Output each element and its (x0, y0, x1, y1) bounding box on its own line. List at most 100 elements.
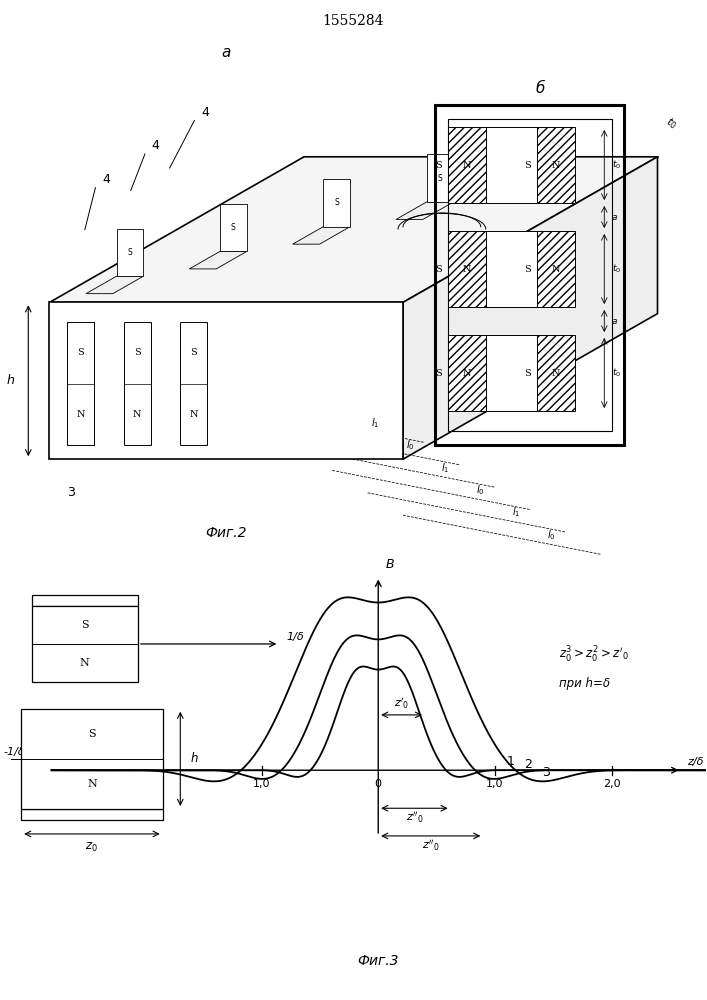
Polygon shape (426, 154, 453, 202)
Text: -1/δ: -1/δ (4, 747, 25, 757)
Bar (486, 231, 537, 307)
Bar (32, 606, 138, 682)
Text: $z^3_0 > z^2_0 > z'_0$: $z^3_0 > z^2_0 > z'_0$ (559, 645, 628, 665)
Text: $l_1$: $l_1$ (512, 506, 520, 519)
Text: N: N (189, 410, 198, 419)
Text: N: N (552, 264, 561, 273)
Bar (448, 127, 486, 203)
Polygon shape (49, 157, 658, 302)
Text: $z'_0$: $z'_0$ (394, 696, 409, 711)
Text: S: S (436, 264, 442, 273)
Text: N: N (463, 160, 472, 169)
Polygon shape (86, 276, 144, 294)
Bar (537, 335, 575, 411)
Text: 1555284: 1555284 (323, 14, 384, 28)
Text: S: S (525, 368, 531, 377)
Polygon shape (530, 130, 557, 177)
Text: 3: 3 (66, 486, 75, 499)
Text: а: а (221, 45, 231, 60)
Text: N: N (76, 410, 85, 419)
Text: $l_0$: $l_0$ (547, 528, 556, 542)
Polygon shape (499, 177, 557, 195)
Text: 1/δ: 1/δ (286, 632, 304, 642)
Text: S: S (438, 174, 443, 183)
Text: $l_1$: $l_1$ (441, 461, 450, 475)
Text: $t_0$: $t_0$ (612, 159, 621, 171)
Text: N: N (552, 368, 561, 377)
Text: S: S (77, 348, 84, 357)
Bar (21, 809, 163, 820)
Text: S: S (231, 223, 235, 232)
Text: 4: 4 (201, 105, 209, 118)
Text: 2: 2 (524, 758, 532, 771)
Text: 4: 4 (102, 173, 110, 186)
Text: при h=δ: при h=δ (559, 677, 609, 690)
Text: S: S (436, 368, 442, 377)
Text: h: h (191, 752, 199, 765)
Text: Фиг.3: Фиг.3 (358, 954, 399, 968)
Text: $l_1$: $l_1$ (370, 416, 379, 430)
Bar (486, 335, 537, 411)
Polygon shape (49, 302, 403, 459)
Bar (448, 231, 486, 307)
Text: N: N (133, 410, 141, 419)
Text: 4: 4 (151, 139, 160, 152)
Text: S: S (436, 160, 442, 169)
Text: h: h (6, 374, 15, 387)
Bar (436, 105, 624, 445)
Text: z/δ: z/δ (687, 757, 703, 767)
Text: 0': 0' (90, 632, 100, 642)
Bar (486, 127, 537, 203)
Bar (537, 231, 575, 307)
Polygon shape (323, 179, 350, 227)
Text: 2,0: 2,0 (136, 779, 153, 789)
Text: S: S (134, 348, 141, 357)
Text: 1,0: 1,0 (486, 779, 503, 789)
Text: N: N (463, 264, 472, 273)
Bar (21, 709, 163, 809)
Polygon shape (396, 202, 453, 219)
Polygon shape (220, 204, 247, 251)
Text: S: S (334, 198, 339, 207)
Text: б: б (536, 81, 545, 96)
Text: S: S (88, 729, 95, 739)
Polygon shape (189, 251, 247, 269)
Bar (448, 119, 612, 431)
Text: Фиг.2: Фиг.2 (206, 526, 247, 540)
Text: S: S (525, 160, 531, 169)
Bar (537, 127, 575, 203)
Text: $t_0$: $t_0$ (663, 114, 680, 132)
Text: B: B (385, 558, 394, 571)
Text: S: S (525, 264, 531, 273)
Text: N: N (552, 160, 561, 169)
Text: a: a (612, 213, 617, 222)
Polygon shape (293, 227, 350, 244)
Text: 1: 1 (506, 755, 514, 768)
Text: S: S (541, 149, 546, 158)
Text: $z''_0$: $z''_0$ (422, 838, 440, 853)
Text: S: S (127, 248, 132, 257)
Text: 0: 0 (375, 779, 382, 789)
Bar (124, 322, 151, 445)
Text: $l_0$: $l_0$ (477, 483, 485, 497)
Text: S: S (81, 620, 88, 630)
Bar (448, 335, 486, 411)
Text: $z_0$: $z_0$ (86, 841, 98, 854)
Text: a: a (612, 316, 617, 326)
Text: N: N (87, 779, 97, 789)
Text: N: N (463, 368, 472, 377)
Text: 2,0: 2,0 (603, 779, 620, 789)
Polygon shape (403, 157, 658, 459)
Text: $l_0$: $l_0$ (406, 438, 414, 452)
Text: $t_0$: $t_0$ (612, 367, 621, 379)
Bar (180, 322, 207, 445)
Text: 3: 3 (542, 766, 549, 779)
Text: 1,0: 1,0 (253, 779, 270, 789)
Text: N: N (80, 658, 90, 668)
Text: S: S (190, 348, 197, 357)
Bar (32, 595, 138, 606)
Text: $z''_0$: $z''_0$ (406, 811, 423, 825)
Text: $t_0$: $t_0$ (612, 263, 621, 275)
Polygon shape (117, 229, 144, 276)
Bar (67, 322, 94, 445)
